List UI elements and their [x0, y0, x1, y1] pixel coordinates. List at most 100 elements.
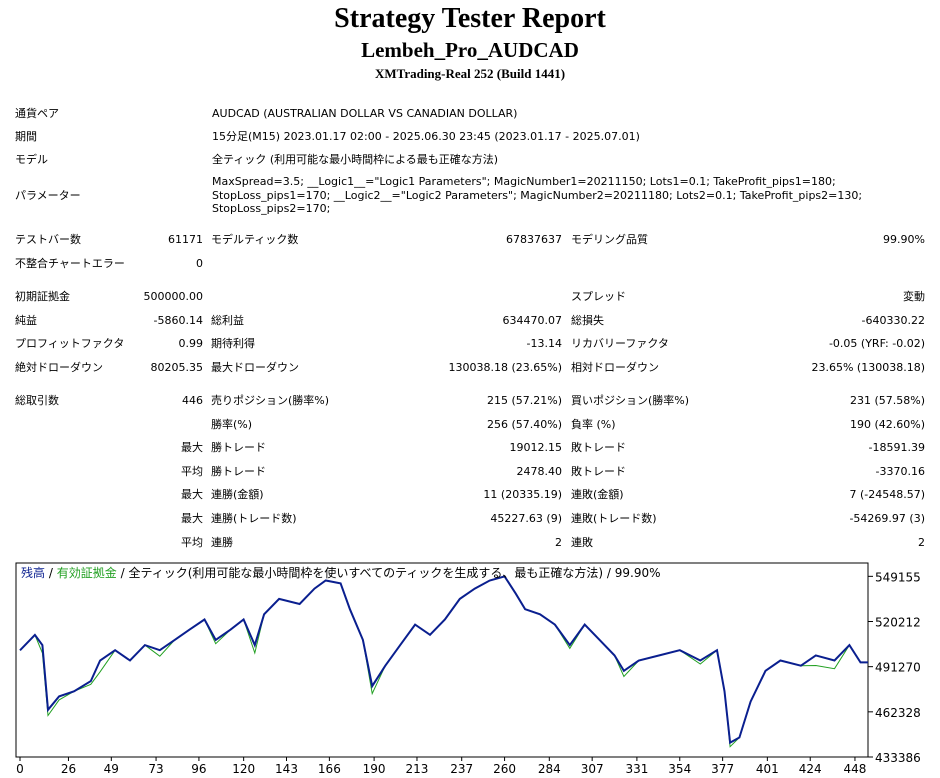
stat-cell: -640330.22: [861, 314, 925, 327]
stat-cell: 連敗(トレード数): [571, 512, 657, 525]
stat-cell: -13.14: [526, 337, 562, 350]
stat-cell: 最大ドローダウン: [211, 361, 299, 374]
stat-cell: 215 (57.21%): [486, 394, 562, 407]
y-tick-label: 462328: [875, 706, 921, 720]
x-tick-label: 307: [581, 762, 604, 776]
x-tick-label: 26: [61, 762, 76, 776]
legend-separator: /: [49, 566, 54, 580]
stat-cell: スプレッド: [571, 290, 626, 303]
stat-cell: 500000.00: [143, 290, 204, 303]
legend-entry: 残高: [21, 565, 45, 580]
stat-cell: 446: [182, 394, 203, 407]
info-label: 期間: [15, 130, 37, 143]
stat-cell: 勝トレード: [211, 441, 266, 454]
stat-cell: 7 (-24548.57): [849, 488, 925, 501]
legend-separator: /: [607, 566, 612, 580]
stat-cell: 0: [196, 257, 203, 270]
y-tick-label: 520212: [875, 616, 921, 630]
stat-cell: 最大: [181, 441, 203, 454]
x-tick-label: 237: [450, 762, 473, 776]
stat-cell: 買いポジション(勝率%): [571, 394, 690, 407]
info-value: StopLoss_pips2=170;: [212, 202, 331, 215]
stat-cell: -18591.39: [868, 441, 925, 454]
stat-cell: -0.05 (YRF: -0.02): [828, 337, 925, 350]
y-tick-label: 491270: [875, 661, 921, 675]
stat-cell: 67837637: [506, 233, 562, 246]
stat-cell: 勝トレード: [211, 465, 266, 478]
stat-cell: 130038.18 (23.65%): [448, 361, 562, 374]
stat-cell: 勝率(%): [211, 418, 253, 431]
stat-cell: モデルティック数: [211, 233, 299, 246]
stat-cell: -3370.16: [875, 465, 925, 478]
x-tick-label: 190: [363, 762, 386, 776]
info-value: StopLoss_pips1=170; __Logic2__="Logic2 P…: [212, 188, 863, 202]
info-label: 通貨ペア: [15, 107, 59, 120]
legend-note: 全ティック(利用可能な最小時間枠を使いすべてのティックを生成する、最も正確な方法…: [128, 565, 603, 580]
x-tick-label: 401: [756, 762, 779, 776]
stat-cell: 連勝: [211, 536, 233, 549]
stat-cell: 敗トレード: [571, 441, 626, 454]
info-value: AUDCAD (AUSTRALIAN DOLLAR VS CANADIAN DO…: [212, 107, 518, 120]
stat-cell: 最大: [181, 488, 203, 501]
x-tick-label: 377: [711, 762, 734, 776]
stat-cell: 純益: [15, 314, 37, 327]
stat-cell: 平均: [181, 465, 203, 478]
stat-cell: 連敗: [571, 536, 593, 549]
report-subtitle: Lembeh_Pro_AUDCAD: [361, 38, 579, 62]
stat-cell: 総利益: [211, 314, 244, 327]
legend: 残高 / 有効証拠金 / 全ティック(利用可能な最小時間枠を使いすべてのティック…: [21, 565, 661, 580]
stat-cell: 80205.35: [150, 361, 204, 374]
x-tick-label: 73: [148, 762, 163, 776]
report-title: Strategy Tester Report: [334, 3, 606, 34]
x-tick-label: 96: [191, 762, 206, 776]
stat-cell: 総損失: [571, 314, 604, 327]
stat-cell: 連勝(トレード数): [211, 512, 297, 525]
info-value: 15分足(M15) 2023.01.17 02:00 - 2025.06.30 …: [212, 130, 640, 143]
stat-cell: 2: [918, 536, 925, 549]
stat-cell: 平均: [181, 536, 203, 549]
stat-cell: 不整合チャートエラー: [15, 257, 125, 270]
x-tick-label: 213: [406, 762, 429, 776]
x-tick-label: 49: [104, 762, 119, 776]
info-label: パラメーター: [15, 189, 81, 202]
stat-cell: 256 (57.40%): [486, 418, 562, 431]
stat-cell: 11 (20335.19): [483, 488, 562, 501]
stat-cell: 23.65% (130038.18): [811, 361, 925, 374]
stat-cell: 231 (57.58%): [849, 394, 925, 407]
x-tick-label: 331: [625, 762, 648, 776]
stat-cell: 19012.15: [509, 441, 563, 454]
stat-cell: 99.90%: [883, 233, 925, 246]
info-value: MaxSpread=3.5; __Logic1__="Logic1 Parame…: [212, 175, 836, 188]
stat-cell: 45227.63 (9): [490, 512, 562, 525]
x-tick-label: 448: [844, 762, 867, 776]
stat-cell: 期待利得: [211, 337, 255, 350]
stat-cell: 634470.07: [502, 314, 563, 327]
x-tick-label: 120: [232, 762, 255, 776]
x-tick-label: 0: [16, 762, 24, 776]
stat-cell: 2: [555, 536, 562, 549]
stat-cell: 0.99: [178, 337, 204, 350]
stat-cell: 売りポジション(勝率%): [211, 394, 330, 407]
stat-cell: 負率 (%): [571, 418, 616, 431]
stat-cell: 相対ドローダウン: [571, 361, 659, 374]
stat-cell: 最大: [181, 512, 203, 525]
info-label: モデル: [15, 153, 48, 166]
stat-cell: 連敗(金額): [571, 488, 624, 501]
legend-entry: 有効証拠金: [57, 565, 117, 580]
stat-cell: -5860.14: [153, 314, 203, 327]
x-tick-label: 284: [538, 762, 561, 776]
legend-separator: /: [121, 566, 126, 580]
x-tick-label: 166: [318, 762, 341, 776]
stat-cell: 連勝(金額): [211, 488, 264, 501]
plot-area: [15, 562, 869, 758]
x-tick-label: 354: [668, 762, 691, 776]
stat-cell: 2478.40: [516, 465, 563, 478]
stat-cell: テストバー数: [15, 233, 81, 246]
series-line: [19, 575, 868, 745]
stat-cell: 敗トレード: [571, 465, 626, 478]
stat-cell: 絶対ドローダウン: [15, 361, 103, 374]
stat-cell: プロフィットファクタ: [15, 337, 125, 350]
y-tick-label: 549155: [875, 570, 921, 584]
